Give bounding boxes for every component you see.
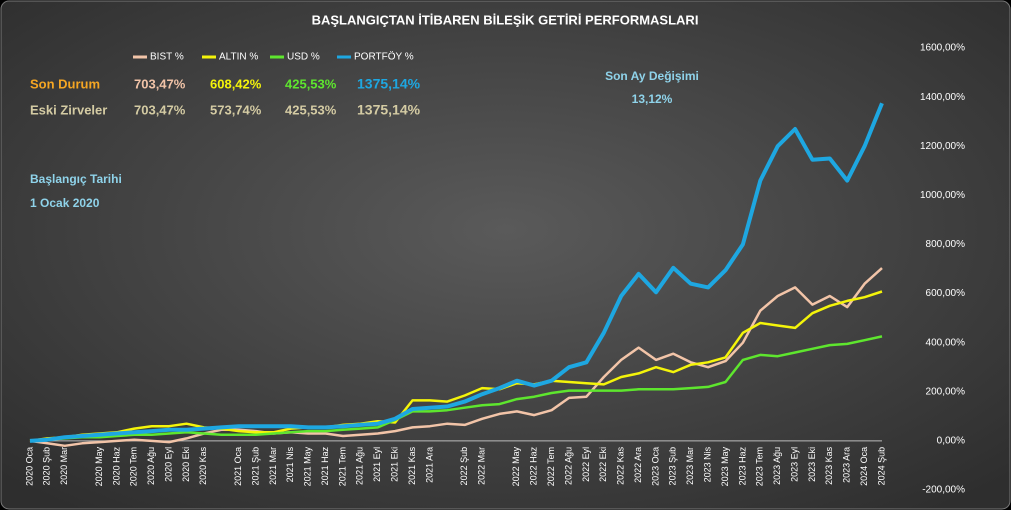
x-tick-label: 2023 Şub [668,447,678,486]
x-tick-label: 2022 Eki [598,447,608,482]
start-value: 1 Ocak 2020 [30,196,100,210]
x-tick-label: 2020 Eyl [163,447,173,482]
x-tick-label: 2022 Tem [546,447,556,486]
summary-value: 425,53% [285,76,337,91]
y-tick-label: 800,00% [926,239,966,250]
x-tick-label: 2020 Oca [24,447,34,486]
y-tick-label: 1000,00% [920,190,965,201]
x-tick-label: 2023 Mar [685,447,695,485]
x-tick-label: 2021 Ağu [355,447,365,485]
x-tick-label: 2021 Mar [268,447,278,485]
x-tick-label: 2021 Tem [337,447,347,486]
summary-value: 425,53% [285,102,337,117]
y-tick-label: 1200,00% [920,141,965,152]
x-tick-label: 2021 Şub [250,447,260,486]
x-tick-label: 2024 Şub [876,447,886,486]
series-line [29,290,883,443]
x-tick-label: 2022 Ara [633,447,643,483]
x-tick-label: 2022 Haz [529,446,539,485]
y-tick-label: 200,00% [926,386,966,397]
x-tick-label: 2021 Nis [285,446,295,482]
x-tick-label: 2021 Ara [424,447,434,483]
x-tick-label: 2020 Haz [111,446,121,485]
summary-value: 703,47% [134,102,186,117]
x-tick-label: 2020 Şub [42,447,52,486]
x-tick-label: 2024 Oca [859,447,869,486]
summary-value: 573,74% [210,102,262,117]
summary-value: 608,42% [210,76,262,91]
x-tick-label: 2023 Kas [824,446,834,485]
x-tick-label: 2021 Kas [407,446,417,485]
x-tick-label: 2023 Ara [842,447,852,483]
x-tick-label: 2020 Eki [181,447,191,482]
series-line [29,267,883,448]
x-tick-label: 2022 Mar [476,447,486,485]
y-tick-label: -200,00% [922,485,965,496]
x-tick-label: 2020 Ağu [146,447,156,485]
summary-value: 703,47% [134,76,186,91]
x-tick-label: 2021 May [303,446,313,486]
x-tick-label: 2021 Haz [320,446,330,485]
x-tick-label: 2023 Nis [702,446,712,482]
legend-label: USD % [287,52,320,63]
legend-label: BIST % [150,52,184,63]
y-tick-label: 600,00% [926,288,966,299]
x-tick-label: 2023 Eki [807,447,817,482]
x-tick-label: 2020 May [94,446,104,486]
x-tick-label: 2023 Ağu [772,447,782,485]
x-tick-label: 2021 Eki [390,447,400,482]
row-label: Son Durum [30,76,100,91]
x-tick-label: 2021 Oca [233,447,243,486]
summary-value: 1375,14% [357,102,421,118]
series-line [29,102,884,443]
x-tick-label: 2023 May [720,446,730,486]
last-month-value: 13,12% [632,92,673,106]
x-tick-label: 2023 Eyl [789,447,799,482]
x-tick-label: 2022 Şub [459,447,469,486]
y-tick-label: 1400,00% [920,92,965,103]
y-tick-label: 400,00% [926,337,966,348]
start-label: Başlangıç Tarihi [30,172,122,186]
x-tick-label: 2020 Tem [129,447,139,486]
x-tick-label: 2022 May [511,446,521,486]
x-tick-label: 2020 Mar [59,447,69,485]
summary-value: 1375,14% [357,76,421,92]
legend-label: ALTIN % [219,52,258,63]
x-tick-label: 2023 Haz [737,446,747,485]
x-tick-label: 2021 Eyl [372,447,382,482]
x-tick-label: 2023 Tem [755,447,765,486]
chart-title: BAŞLANGIÇTAN İTİBAREN BİLEŞİK GETİRİ PER… [312,12,699,27]
last-month-label: Son Ay Değişimi [605,69,699,83]
y-tick-label: 0,00% [937,436,965,447]
x-tick-label: 2020 Kas [198,446,208,485]
x-tick-label: 2022 Ağu [563,447,573,485]
x-tick-label: 2023 Oca [650,447,660,486]
y-tick-label: 1600,00% [920,43,965,54]
legend-label: PORTFÖY % [354,51,414,63]
series-line [29,335,883,443]
row-label: Eski Zirveler [30,102,107,117]
x-tick-label: 2022 Kas [616,446,626,485]
x-tick-label: 2022 Eyl [581,447,591,482]
